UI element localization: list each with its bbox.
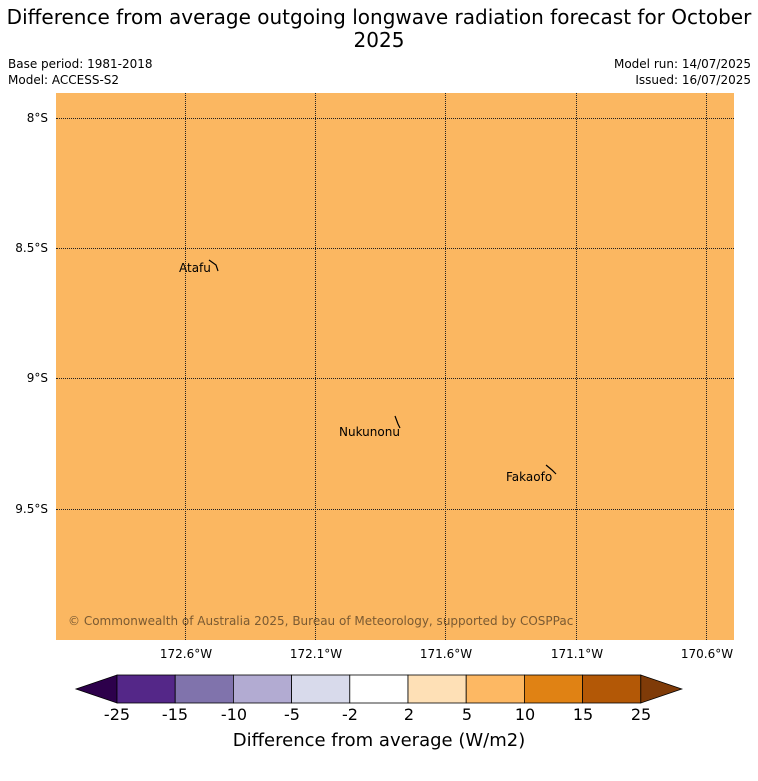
model-run: Model run: 14/07/2025 bbox=[613, 57, 751, 71]
colorbar-segment bbox=[349, 674, 409, 704]
lon-label-172-6: 172.6°W bbox=[159, 647, 213, 661]
gridline-lon-170-6 bbox=[706, 93, 707, 640]
lat-label-8-5: 8.5°S bbox=[15, 241, 48, 255]
colorbar-segment bbox=[582, 674, 642, 704]
place-label-fakaofo: Fakaofo bbox=[506, 470, 553, 484]
colorbar-tick: -5 bbox=[284, 705, 300, 724]
colorbar-tick: -10 bbox=[220, 705, 248, 724]
map-panel: Atafu Nukunonu Fakaofo © Commonwealth of… bbox=[56, 93, 734, 640]
colorbar-tick: -25 bbox=[103, 705, 131, 724]
model-name: Model: ACCESS-S2 bbox=[8, 73, 120, 87]
nukunonu-outline bbox=[394, 415, 401, 429]
gridline-lat-9-5 bbox=[56, 509, 734, 510]
issued-date: Issued: 16/07/2025 bbox=[635, 73, 751, 87]
colorbar-segment bbox=[232, 674, 292, 704]
colorbar-segment bbox=[407, 674, 467, 704]
gridline-lon-172-1 bbox=[315, 93, 316, 640]
gridline-lat-8 bbox=[56, 118, 734, 119]
colorbar-tick: -2 bbox=[342, 705, 358, 724]
colorbar-tick: 2 bbox=[403, 705, 415, 724]
meta-right: Model run: 14/07/2025 Issued: 16/07/2025 bbox=[614, 56, 751, 88]
lon-label-171-6: 171.6°W bbox=[419, 647, 473, 661]
place-label-nukunonu: Nukunonu bbox=[339, 425, 400, 439]
colorbar-tick: 15 bbox=[572, 705, 594, 724]
lat-label-9-5: 9.5°S bbox=[15, 502, 48, 516]
lon-label-172-1: 172.1°W bbox=[289, 647, 343, 661]
lat-label-8: 8°S bbox=[26, 111, 48, 125]
lon-label-170-6: 170.6°W bbox=[680, 647, 734, 661]
meta-left: Base period: 1981-2018 Model: ACCESS-S2 bbox=[8, 56, 153, 88]
gridline-lat-8-5 bbox=[56, 248, 734, 249]
colorbar-tick: 5 bbox=[461, 705, 473, 724]
place-label-atafu: Atafu bbox=[179, 261, 211, 275]
colorbar bbox=[74, 674, 684, 704]
atafu-outline bbox=[208, 259, 219, 272]
gridline-lon-171-6 bbox=[445, 93, 446, 640]
colorbar-segment bbox=[116, 674, 176, 704]
colorbar-tick: -15 bbox=[161, 705, 189, 724]
gridline-lon-172-6 bbox=[185, 93, 186, 640]
colorbar-segment bbox=[291, 674, 351, 704]
chart-title: Difference from average outgoing longwav… bbox=[6, 5, 752, 52]
lon-label-171-1: 171.1°W bbox=[550, 647, 604, 661]
lat-label-9: 9°S bbox=[26, 371, 48, 385]
colorbar-segment bbox=[523, 674, 583, 704]
fakaofo-outline bbox=[545, 464, 557, 475]
colorbar-segment bbox=[465, 674, 525, 704]
gridline-lon-171-1 bbox=[576, 93, 577, 640]
copyright-notice: © Commonwealth of Australia 2025, Bureau… bbox=[68, 614, 574, 628]
island-outlines bbox=[208, 259, 557, 475]
colorbar-tick: 10 bbox=[514, 705, 536, 724]
colorbar-under-arrow bbox=[74, 674, 118, 704]
colorbar-over-arrow bbox=[640, 674, 684, 704]
colorbar-tick: 25 bbox=[630, 705, 652, 724]
colorbar-segment bbox=[174, 674, 234, 704]
base-period: Base period: 1981-2018 bbox=[8, 57, 153, 71]
colorbar-label: Difference from average (W/m2) bbox=[232, 730, 526, 751]
gridline-lat-9 bbox=[56, 378, 734, 379]
